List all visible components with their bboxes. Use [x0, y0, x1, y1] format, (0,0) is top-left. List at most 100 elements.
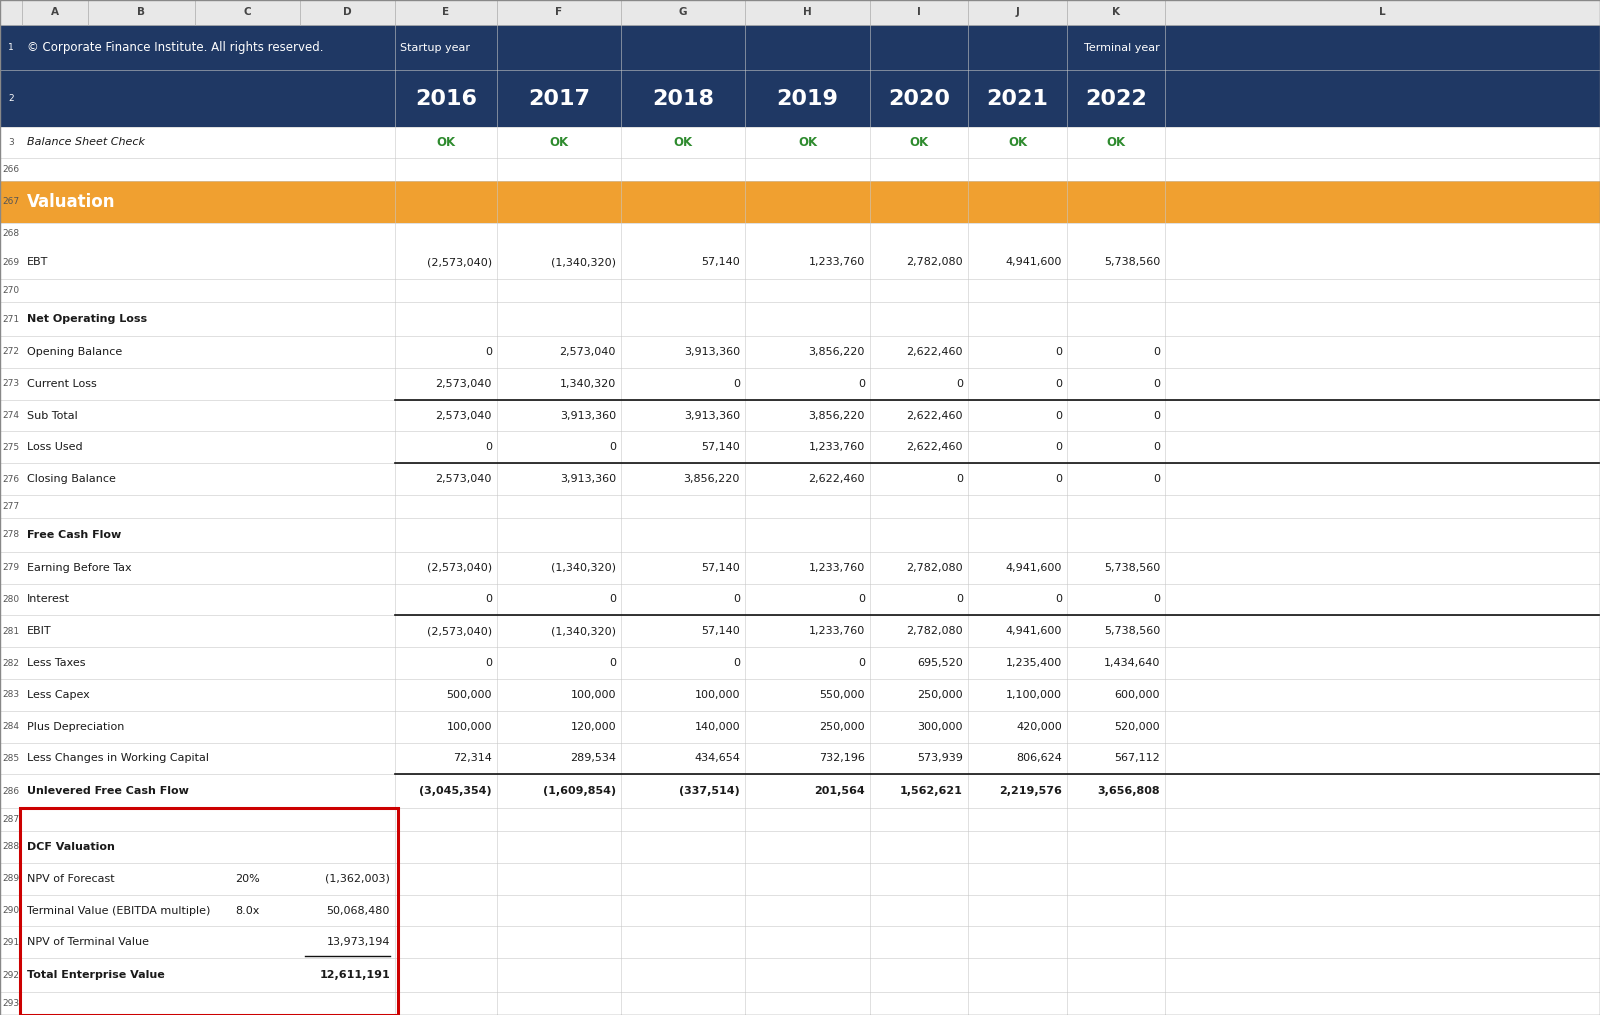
Text: 0: 0: [1154, 410, 1160, 420]
Text: Balance Sheet Check: Balance Sheet Check: [27, 137, 146, 147]
Text: 2021: 2021: [987, 88, 1048, 109]
Bar: [0, 743, 1600, 774]
Text: 1,235,400: 1,235,400: [1006, 658, 1062, 668]
Text: 2,782,080: 2,782,080: [906, 626, 963, 636]
Text: 281: 281: [3, 626, 19, 635]
Text: 2: 2: [8, 94, 14, 104]
Text: 283: 283: [3, 690, 19, 699]
Text: 3,856,220: 3,856,220: [808, 347, 866, 357]
Text: 289: 289: [3, 874, 19, 883]
Text: Earning Before Tax: Earning Before Tax: [27, 562, 131, 572]
Text: E: E: [443, 7, 450, 17]
Text: 290: 290: [3, 906, 19, 916]
Text: 1,434,640: 1,434,640: [1104, 658, 1160, 668]
Text: 2022: 2022: [1085, 88, 1147, 109]
Text: 277: 277: [3, 501, 19, 511]
Text: 100,000: 100,000: [694, 690, 739, 699]
Text: 274: 274: [3, 411, 19, 420]
Text: Terminal year: Terminal year: [1085, 43, 1160, 53]
Text: 2019: 2019: [776, 88, 838, 109]
Text: 12,611,191: 12,611,191: [320, 970, 390, 980]
Text: 269: 269: [3, 258, 19, 267]
Text: 2,219,576: 2,219,576: [998, 787, 1062, 797]
Text: 0: 0: [858, 658, 866, 668]
Text: 500,000: 500,000: [446, 690, 493, 699]
Text: 0: 0: [1054, 474, 1062, 484]
Text: 289,534: 289,534: [570, 753, 616, 763]
Bar: [0, 831, 1600, 863]
Bar: [0, 181, 1600, 222]
Text: 278: 278: [3, 530, 19, 539]
Text: DCF Valuation: DCF Valuation: [27, 842, 115, 852]
Text: 600,000: 600,000: [1115, 690, 1160, 699]
Bar: [0, 518, 1600, 552]
Text: 3,913,360: 3,913,360: [683, 347, 739, 357]
Text: 276: 276: [3, 475, 19, 483]
Text: 1,233,760: 1,233,760: [808, 443, 866, 453]
Text: © Corporate Finance Institute. All rights reserved.: © Corporate Finance Institute. All right…: [27, 42, 323, 54]
Bar: [0, 0, 1600, 25]
Bar: [0, 615, 1600, 648]
Text: 270: 270: [3, 286, 19, 295]
Text: 1,562,621: 1,562,621: [901, 787, 963, 797]
Text: Closing Balance: Closing Balance: [27, 474, 115, 484]
Text: 0: 0: [1054, 595, 1062, 605]
Text: 272: 272: [3, 347, 19, 356]
Text: Less Capex: Less Capex: [27, 690, 90, 699]
Text: (337,514): (337,514): [680, 787, 739, 797]
Text: (1,340,320): (1,340,320): [550, 257, 616, 267]
Text: OK: OK: [1008, 136, 1027, 149]
Text: 293: 293: [3, 999, 19, 1008]
Text: 4,941,600: 4,941,600: [1006, 562, 1062, 572]
Text: 0: 0: [1054, 443, 1062, 453]
Text: 120,000: 120,000: [570, 722, 616, 732]
Text: 0: 0: [733, 379, 739, 389]
Text: (1,609,854): (1,609,854): [542, 787, 616, 797]
Text: 2,622,460: 2,622,460: [907, 410, 963, 420]
Text: 280: 280: [3, 595, 19, 604]
Bar: [0, 157, 1600, 181]
Text: (2,573,040): (2,573,040): [427, 562, 493, 572]
Text: G: G: [678, 7, 688, 17]
Text: (1,340,320): (1,340,320): [550, 562, 616, 572]
Text: 1,233,760: 1,233,760: [808, 626, 866, 636]
Text: D: D: [342, 7, 352, 17]
Text: 0: 0: [858, 595, 866, 605]
Text: 4,941,600: 4,941,600: [1006, 626, 1062, 636]
Text: H: H: [803, 7, 811, 17]
Bar: [0, 367, 1600, 400]
Text: 2,573,040: 2,573,040: [435, 474, 493, 484]
Text: 0: 0: [957, 379, 963, 389]
Text: Total Enterprise Value: Total Enterprise Value: [27, 970, 165, 980]
Text: 50,068,480: 50,068,480: [326, 905, 390, 916]
Bar: [0, 400, 1600, 431]
Text: 0: 0: [1154, 474, 1160, 484]
Bar: [0, 584, 1600, 615]
Bar: [0, 863, 1600, 894]
Text: 286: 286: [3, 787, 19, 796]
Text: 2,622,460: 2,622,460: [907, 347, 963, 357]
Text: Loss Used: Loss Used: [27, 443, 83, 453]
Text: NPV of Forecast: NPV of Forecast: [27, 874, 115, 884]
Text: 5,738,560: 5,738,560: [1104, 257, 1160, 267]
Text: 3,856,220: 3,856,220: [683, 474, 739, 484]
Text: 57,140: 57,140: [701, 257, 739, 267]
Text: 0: 0: [610, 443, 616, 453]
Text: I: I: [917, 7, 922, 17]
Text: L: L: [1379, 7, 1386, 17]
Text: 0: 0: [1154, 379, 1160, 389]
Text: 434,654: 434,654: [694, 753, 739, 763]
Text: Unlevered Free Cash Flow: Unlevered Free Cash Flow: [27, 787, 189, 797]
Text: 267: 267: [3, 197, 19, 206]
Text: Startup year: Startup year: [400, 43, 470, 53]
Text: 2,782,080: 2,782,080: [906, 562, 963, 572]
Bar: [0, 552, 1600, 584]
Text: 2,573,040: 2,573,040: [435, 379, 493, 389]
Text: 0: 0: [733, 595, 739, 605]
Bar: [0, 648, 1600, 679]
Text: 420,000: 420,000: [1016, 722, 1062, 732]
Text: Less Changes in Working Capital: Less Changes in Working Capital: [27, 753, 210, 763]
Bar: [0, 222, 1600, 246]
Bar: [0, 774, 1600, 808]
Text: Current Loss: Current Loss: [27, 379, 96, 389]
